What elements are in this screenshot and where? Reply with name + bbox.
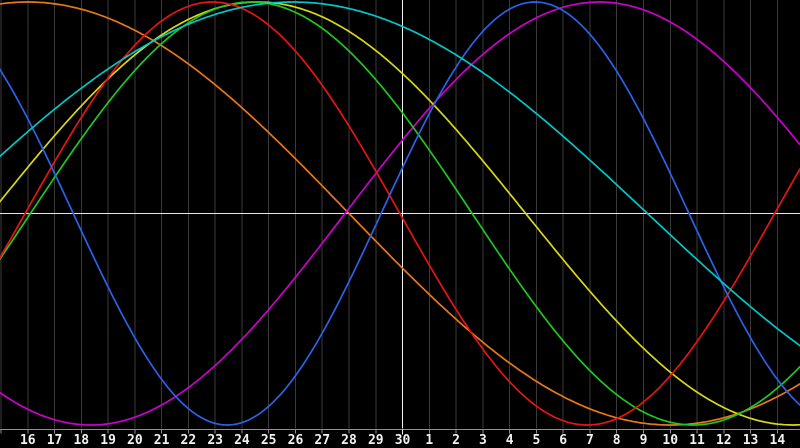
day-label-27: 27 [314, 433, 330, 448]
day-label-3: 3 [479, 433, 487, 448]
day-labels: 16 17 18 19 20 21 22 23 24 25 26 27 28 29 30 1 2 3 4 5 6 7 8 9 1… [20, 433, 785, 448]
day-label-17: 17 [47, 433, 63, 448]
curve-orange [0, 1, 800, 426]
cycle-curves [0, 1, 800, 426]
day-label-1: 1 [425, 433, 433, 448]
day-label-30: 30 [395, 433, 411, 448]
curve-magenta [0, 1, 800, 426]
day-label-19: 19 [100, 433, 116, 448]
day-label-25: 25 [261, 433, 277, 448]
day-label-7: 7 [586, 433, 594, 448]
day-label-9: 9 [640, 433, 648, 448]
day-label-21: 21 [154, 433, 170, 448]
day-label-10: 10 [662, 433, 678, 448]
curve-yellow [0, 1, 800, 426]
day-label-8: 8 [613, 433, 621, 448]
day-label-5: 5 [532, 433, 540, 448]
curve-red [0, 1, 800, 426]
curve-cyan [0, 1, 800, 347]
day-label-6: 6 [559, 433, 567, 448]
day-label-22: 22 [181, 433, 197, 448]
day-label-18: 18 [73, 433, 89, 448]
day-label-16: 16 [20, 433, 36, 448]
day-label-20: 20 [127, 433, 143, 448]
day-label-2: 2 [452, 433, 460, 448]
day-label-14: 14 [770, 433, 786, 448]
day-label-28: 28 [341, 433, 357, 448]
day-label-11: 11 [689, 433, 705, 448]
curve-green [0, 1, 800, 426]
day-label-23: 23 [207, 433, 223, 448]
day-label-13: 13 [743, 433, 759, 448]
day-label-24: 24 [234, 433, 250, 448]
day-label-4: 4 [506, 433, 514, 448]
day-label-12: 12 [716, 433, 732, 448]
day-label-29: 29 [368, 433, 384, 448]
curve-blue [0, 1, 800, 426]
x-axis-strip [0, 429, 800, 435]
day-label-26: 26 [288, 433, 304, 448]
